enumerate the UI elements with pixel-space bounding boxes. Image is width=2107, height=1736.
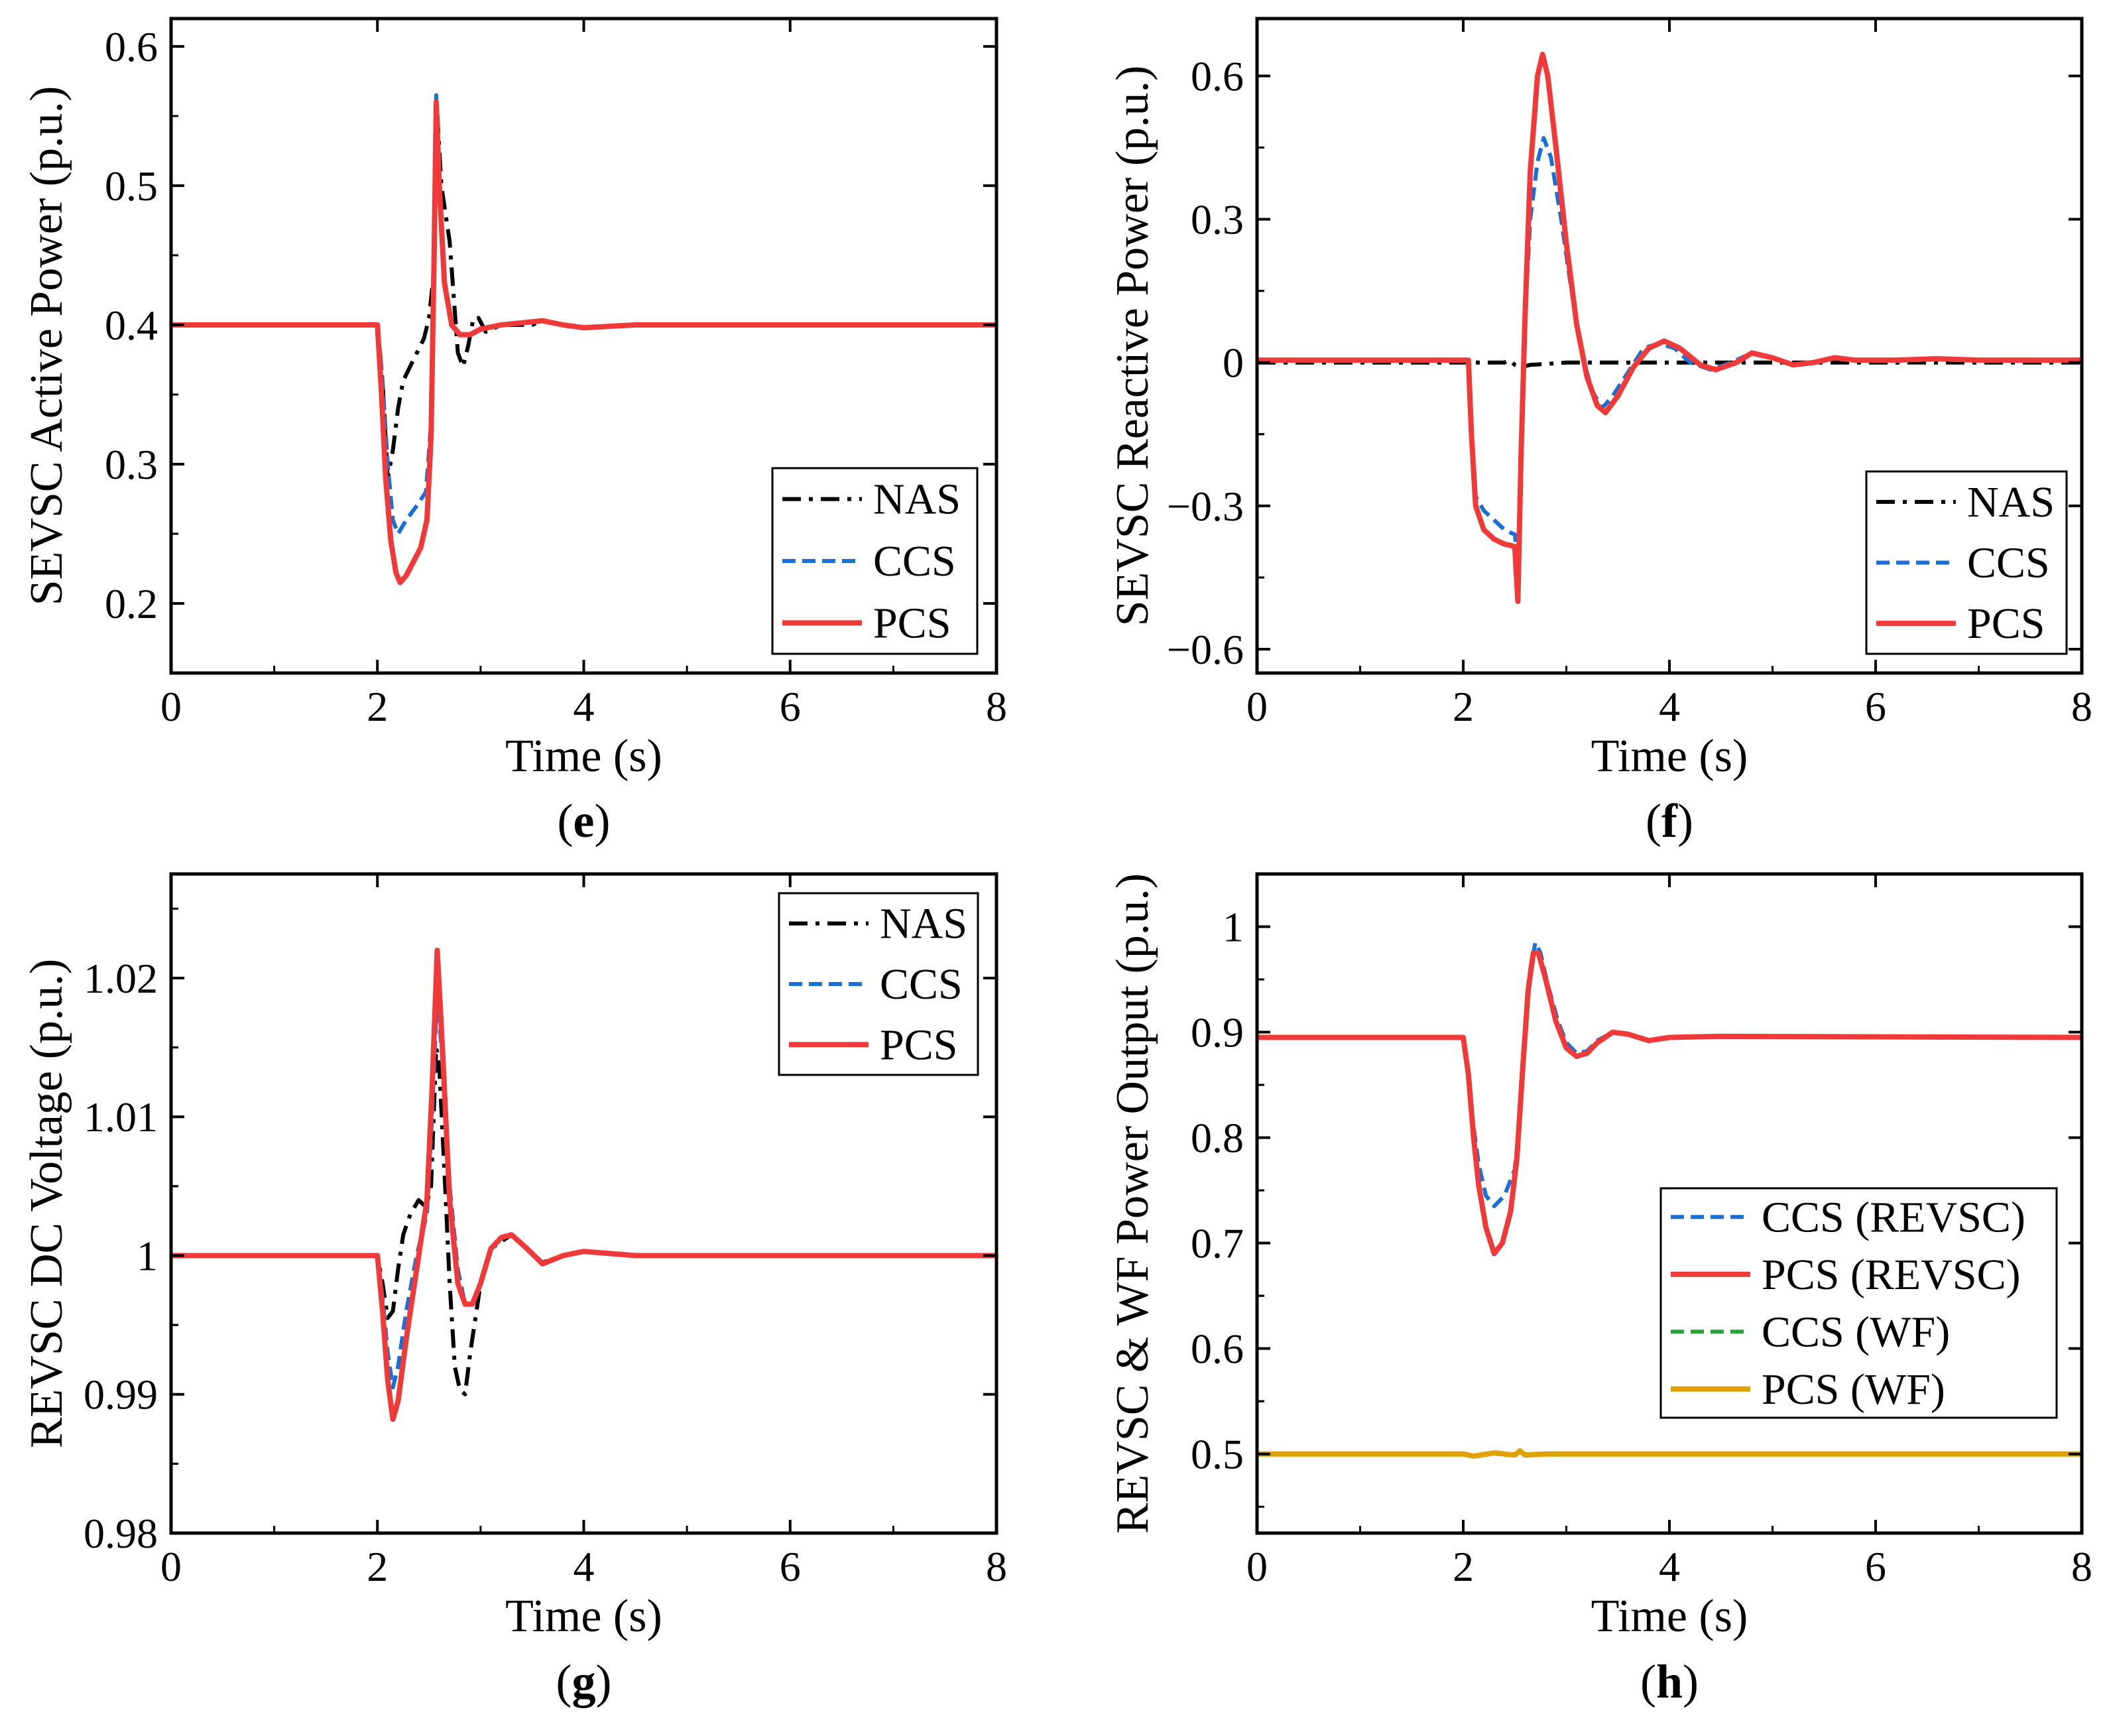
panel-label: (h) [1640,1655,1699,1708]
panel-label: (f) [1646,794,1693,847]
series-group [171,93,996,586]
x-tick-label: 6 [780,683,801,730]
legend-label: PCS (REVSC) [1762,1251,2021,1299]
x-tick-label: 2 [1453,683,1474,730]
chart-panel-e: 0 2 4 6 8 0.2 0.3 0.4 0.5 0.6 Time (s) SEVSC Active… [21,17,1007,847]
legend-box [1659,1187,2058,1419]
y-tick-label: 1.02 [84,955,158,1002]
series-line-pcs [1257,52,2082,604]
y-tick-label: 1 [137,1232,158,1279]
legend-label: NAS [1967,478,2055,527]
y-tick-label: 0.9 [1191,1009,1244,1056]
x-tick-label: 0 [1246,1543,1268,1590]
y-tick-label: 0.8 [1191,1115,1244,1162]
legend-label: CCS (REVSC) [1762,1193,2025,1241]
y-tick-label: −0.3 [1167,483,1244,530]
y-tick-label: 1.01 [84,1093,158,1141]
y-tick-label: −0.6 [1167,626,1244,673]
series-line-nas [171,93,996,480]
y-tick-label: 0.7 [1191,1220,1244,1267]
series-group [1257,940,2082,1459]
legend-label: PCS [1967,599,2045,648]
legend-label: PCS [873,599,951,647]
legend-label: CCS (WF) [1762,1308,1950,1356]
legend-label: CCS [1967,539,2050,588]
legend-label: NAS [873,475,961,524]
panel-label: (g) [556,1655,612,1708]
x-tick-label: 8 [986,1543,1007,1590]
legend-label: CCS [873,537,956,586]
x-tick-label: 2 [367,1543,388,1590]
x-tick-label: 4 [1659,1543,1680,1590]
panel-label: (e) [558,794,611,847]
legend: NAS CCS PCS [1865,470,2068,655]
y-tick-label: 0.2 [105,580,158,627]
x-tick-label: 4 [1659,683,1680,730]
y-tick-label: 0 [1223,340,1244,387]
x-tick-label: 6 [1865,1543,1886,1590]
x-tick-label: 4 [573,1543,595,1590]
y-tick-label: 0.6 [1191,1326,1244,1373]
x-axis-title: Time (s) [505,731,662,782]
x-tick-label: 8 [2071,683,2092,730]
legend: NAS CCS PCS [771,467,979,655]
y-tick-label: 1 [1223,904,1244,951]
y-tick-label: 0.98 [84,1510,158,1557]
series-line-nas [171,1045,996,1396]
legend: NAS CCS PCS [778,892,979,1076]
legend-label: PCS (WF) [1762,1365,1945,1414]
x-tick-label: 8 [986,683,1007,730]
legend-label: CCS [880,960,963,1009]
x-axis-title: Time (s) [1591,1591,1748,1642]
y-tick-label: 0.99 [84,1371,158,1418]
series-line-ccs-revsc [1257,940,2082,1208]
x-tick-label: 6 [1865,683,1886,730]
x-tick-label: 4 [573,683,595,730]
series-group [171,948,996,1422]
legend-label: PCS [880,1021,957,1069]
x-tick-label: 0 [160,683,182,730]
series-line-pcs-revsc [1257,950,2082,1257]
y-tick-label: 0.6 [1191,52,1244,99]
y-axis-title: REVSC & WF Power Output (p.u.) [1107,873,1158,1534]
y-axis-title: SEVSC Reactive Power (p.u.) [1107,66,1158,627]
x-tick-label: 2 [1453,1543,1474,1590]
y-tick-label: 0.5 [105,162,158,210]
legend-label: NAS [880,900,967,948]
series-line-pcs [171,99,996,586]
chart-panel-f: 0 2 4 6 8 −0.6 −0.3 0 0.3 0.6 Time (s) SEVSC Reacti… [1107,17,2092,847]
y-tick-label: 0.4 [105,302,158,349]
y-tick-label: 0.3 [1191,196,1244,243]
x-tick-label: 0 [160,1543,182,1590]
y-tick-label: 0.6 [105,23,158,70]
series-group [1257,52,2082,604]
y-axis-title: REVSC DC Voltage (p.u.) [21,959,72,1448]
x-tick-label: 8 [2071,1543,2092,1590]
y-tick-label: 0.3 [105,441,158,488]
chart-panel-g: 0 2 4 6 8 0.98 0.99 1 1.01 1.02 Time (s) REVSC DC V… [21,872,1007,1708]
x-axis-title: Time (s) [1591,731,1748,782]
x-axis-title: Time (s) [505,1591,662,1642]
x-tick-label: 2 [367,683,388,730]
y-axis-title: SEVSC Active Power (p.u.) [21,86,72,606]
legend: CCS (REVSC) PCS (REVSC) CCS (WF) PCS (WF) [1659,1187,2058,1419]
y-tick-label: 0.5 [1191,1431,1244,1478]
chart-panel-h: 0 2 4 6 8 0.5 0.6 0.7 0.8 0.9 1 Time (s) REVSC & WF … [1107,872,2092,1708]
x-tick-label: 0 [1246,683,1268,730]
series-line-pcs-wf [1257,1448,2082,1459]
x-tick-label: 6 [780,1543,801,1590]
series-line-pcs [171,948,996,1422]
